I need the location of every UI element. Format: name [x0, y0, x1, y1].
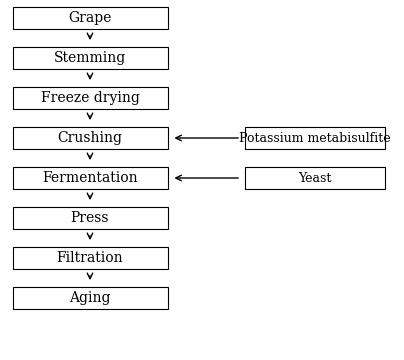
Text: Stemming: Stemming	[54, 51, 126, 65]
Text: Fermentation: Fermentation	[42, 171, 138, 185]
FancyBboxPatch shape	[13, 207, 168, 229]
Text: Filtration: Filtration	[57, 251, 123, 265]
FancyBboxPatch shape	[245, 127, 385, 149]
FancyBboxPatch shape	[13, 7, 168, 29]
Text: Potassium metabisulfite: Potassium metabisulfite	[239, 131, 391, 144]
Text: Yeast: Yeast	[298, 171, 332, 184]
Text: Crushing: Crushing	[57, 131, 122, 145]
FancyBboxPatch shape	[245, 167, 385, 189]
FancyBboxPatch shape	[13, 47, 168, 69]
Text: Aging: Aging	[69, 291, 111, 305]
Text: Freeze drying: Freeze drying	[40, 91, 139, 105]
FancyBboxPatch shape	[13, 167, 168, 189]
FancyBboxPatch shape	[13, 287, 168, 309]
FancyBboxPatch shape	[13, 87, 168, 109]
FancyBboxPatch shape	[13, 127, 168, 149]
FancyBboxPatch shape	[13, 247, 168, 269]
Text: Grape: Grape	[68, 11, 112, 25]
Text: Press: Press	[71, 211, 109, 225]
